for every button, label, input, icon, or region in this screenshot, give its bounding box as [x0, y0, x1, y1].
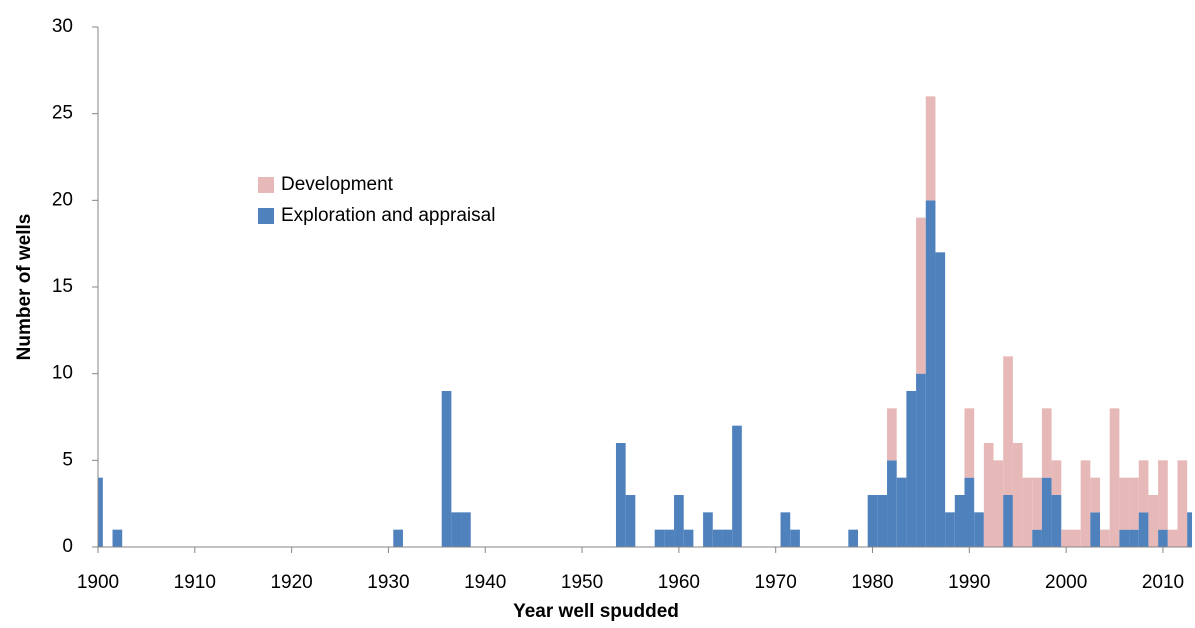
legend-label: Exploration and appraisal: [281, 205, 495, 226]
bar-segment: [848, 529, 858, 547]
bar-segment: [780, 512, 791, 547]
bar-segment: [625, 495, 636, 547]
bar-segment: [916, 373, 926, 547]
y-tick-label: 20: [52, 189, 73, 210]
bar-segment: [654, 529, 665, 547]
y-tick-label: 30: [52, 16, 73, 37]
bar-segment: [1012, 443, 1023, 547]
bar-segment: [1061, 529, 1071, 547]
bar-segment: [1158, 460, 1168, 530]
bar-segment: [1167, 529, 1178, 547]
bar-segment: [887, 408, 897, 461]
bar-segment: [1119, 529, 1130, 547]
bar-segment: [712, 529, 723, 547]
bar-segment: [1080, 460, 1091, 547]
bar-segment: [1187, 512, 1192, 547]
bar-segment: [964, 477, 975, 547]
x-tick-label: 1990: [948, 572, 990, 593]
bar-segment: [1051, 460, 1062, 495]
bar-segment: [993, 460, 1004, 547]
bar-segment: [451, 512, 462, 547]
x-tick-label: 1940: [464, 572, 506, 593]
bar-segment: [461, 512, 471, 547]
y-axis-label: Number of wells: [14, 214, 35, 361]
bar-segment: [790, 529, 800, 547]
x-tick-label: 1980: [851, 572, 893, 593]
bar-segment: [1051, 495, 1062, 547]
bar-segment: [974, 512, 984, 547]
bar-segment: [877, 495, 888, 547]
bar-segment: [1119, 477, 1130, 530]
bar-segment: [896, 477, 907, 547]
bar-segment: [1158, 529, 1168, 547]
bar-segment: [664, 529, 675, 547]
x-axis-label: Year well spudded: [513, 601, 679, 622]
bar-segment: [887, 460, 897, 547]
bar-segment: [1177, 460, 1188, 547]
bar-segment: [1129, 477, 1139, 530]
bar-segment: [1003, 495, 1013, 547]
x-tick-label: 2000: [1045, 572, 1087, 593]
bar-segment: [683, 529, 694, 547]
bar-segment: [441, 391, 452, 547]
legend-label: Development: [281, 174, 394, 195]
bar-segment: [964, 408, 975, 478]
bar-segment: [1129, 529, 1139, 547]
bar-segment: [1138, 512, 1149, 547]
bar-segment: [1003, 356, 1013, 495]
bar-segment: [867, 495, 878, 547]
y-tick-label: 10: [52, 363, 73, 384]
legend-swatch: [258, 177, 274, 193]
bar-segment: [935, 252, 946, 548]
bar-segment: [1041, 408, 1052, 478]
bar-segment: [615, 443, 626, 547]
bar-segment: [1109, 408, 1120, 547]
bar-segment: [906, 391, 917, 547]
bar-segment: [1138, 460, 1149, 513]
y-tick-label: 5: [62, 449, 73, 470]
bar-segment: [98, 477, 103, 547]
bar-segment: [1090, 477, 1101, 513]
x-tick-label: 1950: [561, 572, 603, 593]
bar-segment: [945, 512, 955, 547]
bar-segment: [925, 200, 936, 548]
x-tick-label: 2010: [1142, 572, 1184, 593]
bar-segment: [925, 96, 936, 201]
bar-segment: [1032, 477, 1042, 530]
bar-segment: [393, 529, 403, 547]
x-tick-label: 1970: [755, 572, 797, 593]
bar-segment: [983, 443, 994, 547]
bar-segment: [1100, 529, 1110, 547]
bar-segment: [1041, 477, 1052, 547]
bar-segment: [674, 495, 684, 547]
bars: [98, 96, 1192, 548]
bar-segment: [703, 512, 713, 547]
x-tick-label: 1960: [658, 572, 700, 593]
bar-segment: [1070, 529, 1081, 547]
x-tick-label: 1910: [174, 572, 216, 593]
bar-segment: [1022, 477, 1033, 547]
x-tick-label: 1900: [77, 572, 119, 593]
x-tick-label: 1930: [367, 572, 409, 593]
bar-segment: [1090, 512, 1101, 547]
bar-segment: [1032, 529, 1042, 547]
y-tick-label: 0: [62, 536, 73, 557]
bar-segment: [722, 529, 733, 547]
bar-segment: [916, 217, 926, 374]
bar-segment: [1148, 495, 1159, 547]
bar-segment: [112, 529, 123, 547]
y-tick-label: 15: [52, 276, 73, 297]
bar-segment: [954, 495, 965, 547]
legend-swatch: [258, 208, 274, 224]
x-tick-label: 1920: [270, 572, 312, 593]
bar-segment: [732, 425, 742, 547]
y-tick-label: 25: [52, 103, 73, 124]
